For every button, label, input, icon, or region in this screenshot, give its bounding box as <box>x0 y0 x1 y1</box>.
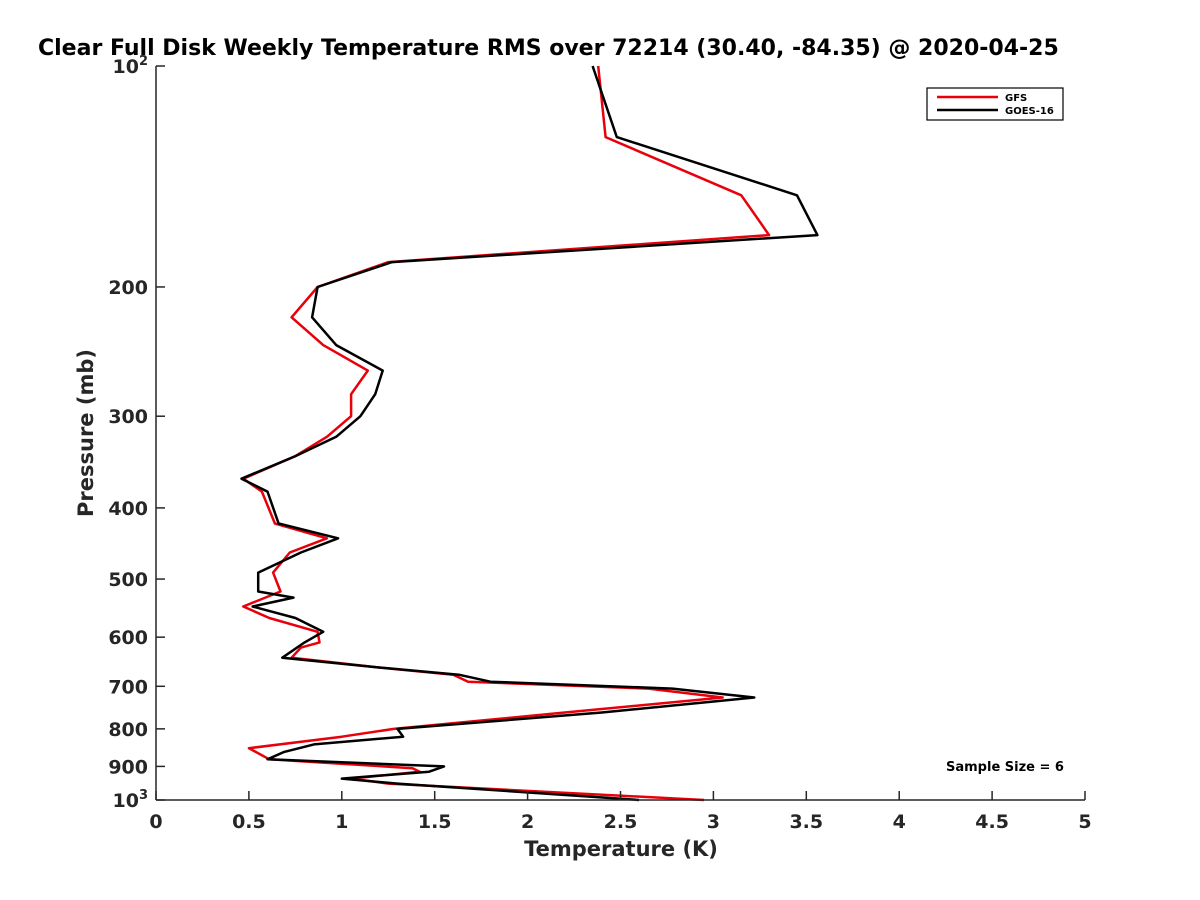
y-tick-label: 700 <box>108 676 148 698</box>
legend: GFS GOES-16 <box>926 87 1064 121</box>
series-line-goes-16 <box>240 65 819 802</box>
y-tick-label: 800 <box>108 719 148 741</box>
plot-lines <box>240 65 819 802</box>
legend-label-gfs: GFS <box>1005 93 1027 104</box>
y-tick-label: 300 <box>108 406 148 428</box>
x-tick-label: 1 <box>335 811 348 833</box>
series-line-gfs <box>242 65 771 802</box>
legend-label-goes16: GOES-16 <box>1005 106 1054 117</box>
x-tick-label: 3 <box>707 811 720 833</box>
legend-box <box>926 87 1064 121</box>
x-tick-label: 2.5 <box>604 811 638 833</box>
x-axis-ticks: 0 0.5 1 1.5 2 2.5 3 3.5 4 4.5 5 <box>149 791 1092 833</box>
x-tick-label: 3.5 <box>789 811 823 833</box>
x-tick-label: 5 <box>1078 811 1091 833</box>
x-axis-label: Temperature (K) <box>524 837 718 861</box>
x-tick-label: 0.5 <box>232 811 266 833</box>
y-tick-label: 400 <box>108 498 148 520</box>
sample-size-annotation: Sample Size = 6 <box>946 760 1064 775</box>
chart-title: Clear Full Disk Weekly Temperature RMS o… <box>38 36 1059 61</box>
y-axis-label: Pressure (mb) <box>74 349 98 517</box>
y-axis-ticks: 102 200 300 400 500 600 700 800 900 103 <box>108 54 165 812</box>
y-tick-label: 200 <box>108 277 148 299</box>
x-tick-label: 4 <box>893 811 906 833</box>
y-tick-label: 900 <box>108 756 148 778</box>
x-tick-label: 0 <box>149 811 162 833</box>
x-tick-label: 1.5 <box>418 811 452 833</box>
y-tick-label: 102 <box>113 54 149 78</box>
y-tick-label: 103 <box>113 788 149 812</box>
y-tick-label: 600 <box>108 627 148 649</box>
y-tick-label: 500 <box>108 569 148 591</box>
x-tick-label: 4.5 <box>975 811 1009 833</box>
x-tick-label: 2 <box>521 811 534 833</box>
